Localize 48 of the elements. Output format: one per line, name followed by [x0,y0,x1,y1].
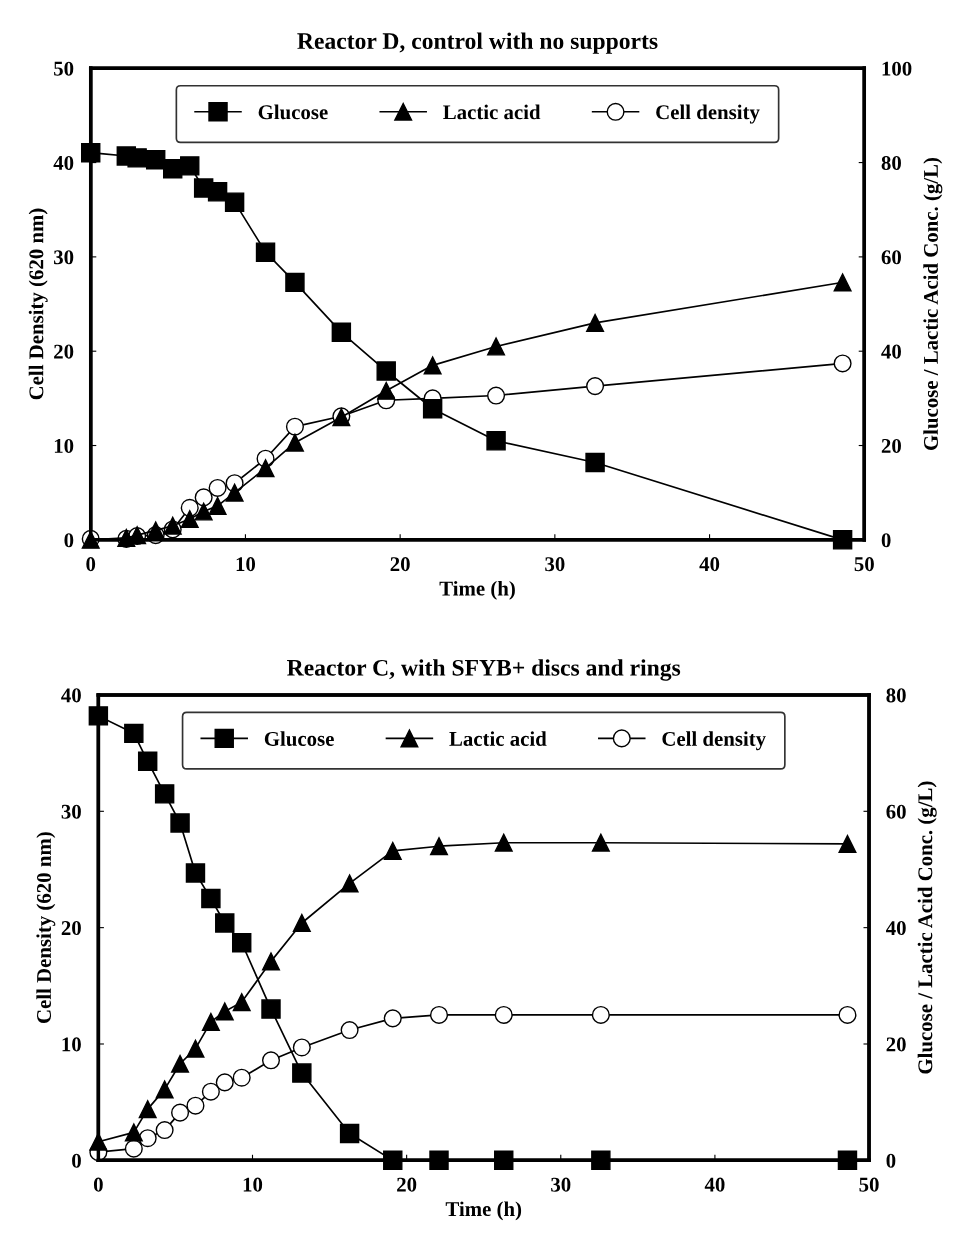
y-tick-label: 40 [61,688,81,703]
y2-tick-label: 0 [886,1153,896,1168]
x-tick-label: 10 [236,557,256,572]
chart-title: Reactor D, control with no supports [297,32,658,54]
y2-tick-label: 20 [881,438,901,453]
legend-label: Cell density [656,104,760,124]
y2-tick-label: 40 [886,921,906,936]
x-axis-title: Time (h) [445,1201,522,1221]
y-tick-label: 20 [61,921,81,936]
legend-label: Glucose [264,731,334,746]
x-tick-label: 50 [859,1177,879,1192]
x-tick-label: 10 [243,1177,263,1192]
y2-axis-title: Glucose / Lactic Acid Conc. (g/L) [917,781,937,1074]
legend-label: Lactic acid [449,731,547,746]
y-tick-label: 10 [62,1037,81,1052]
x-tick-label: 0 [86,557,96,572]
y2-tick-label: 60 [886,804,906,819]
y2-tick-label: 60 [881,250,901,265]
y-tick-label: 20 [54,344,74,359]
y2-axis-title: Glucose / Lactic Acid Conc. (g/L) [923,157,943,451]
x-tick-label: 30 [551,1177,571,1192]
y2-tick-label: 80 [886,688,906,703]
legend-label: Glucose [258,104,328,120]
x-tick-label: 40 [699,557,720,572]
y-tick-label: 10 [54,438,74,453]
chart-title: Reactor C, with SFYB+ discs and rings [287,659,681,681]
x-tick-label: 30 [545,557,565,572]
y2-tick-label: 100 [882,61,912,76]
y-axis-title: Cell Density (620 nm) [28,208,48,400]
y2-tick-label: 0 [881,533,891,548]
y-tick-label: 50 [54,61,74,76]
y2-tick-label: 80 [881,155,901,170]
y-tick-label: 30 [54,250,74,265]
x-tick-label: 40 [704,1177,725,1192]
legend-label: Cell density [662,731,766,751]
y-tick-label: 40 [53,155,74,170]
y-tick-label: 0 [72,1153,81,1168]
y-axis-title: Cell Density (620 nm) [36,832,56,1023]
x-tick-label: 0 [93,1177,103,1192]
legend-label: Lactic acid [443,104,541,120]
x-tick-label: 20 [390,557,410,572]
y2-tick-label: 40 [881,344,901,359]
x-axis-title: Time (h) [439,580,515,600]
y2-tick-label: 20 [886,1037,906,1052]
x-tick-label: 20 [397,1177,417,1192]
x-tick-label: 50 [854,557,874,572]
y-tick-label: 0 [64,533,74,548]
y-tick-label: 30 [61,804,81,819]
